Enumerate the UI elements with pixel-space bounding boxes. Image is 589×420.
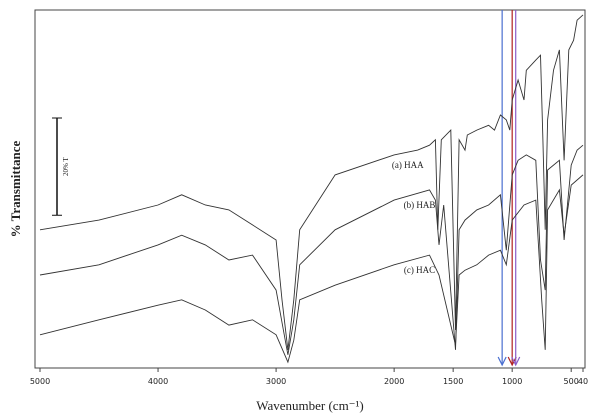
scale-bar-label: 20% T bbox=[62, 157, 70, 176]
x-axis-label: Wavenumber (cm⁻¹) bbox=[256, 398, 364, 413]
x-tick-label: 5000 bbox=[30, 377, 50, 386]
spectrum-line bbox=[39, 144, 584, 355]
x-tick-label: 2000 bbox=[384, 377, 404, 386]
series-label: (b) HAB bbox=[404, 200, 436, 210]
series-label: (c) HAC bbox=[404, 265, 435, 275]
x-tick-label: 1500 bbox=[443, 377, 463, 386]
spectrum-line bbox=[39, 14, 584, 350]
plot-frame bbox=[34, 9, 586, 369]
x-tick-label: 1000 bbox=[502, 377, 522, 386]
x-tick-label: 500 bbox=[564, 377, 579, 386]
series-label: (a) HAA bbox=[392, 160, 424, 170]
x-tick-label: 4000 bbox=[148, 377, 168, 386]
x-tick-label: 40 bbox=[578, 377, 588, 386]
spectrum-line bbox=[39, 174, 584, 364]
marker-arrow bbox=[507, 356, 517, 367]
marker-arrow bbox=[511, 356, 521, 367]
y-axis-label: % Transmittance bbox=[8, 140, 23, 237]
marker-arrow bbox=[497, 356, 507, 367]
x-tick-label: 3000 bbox=[266, 377, 286, 386]
